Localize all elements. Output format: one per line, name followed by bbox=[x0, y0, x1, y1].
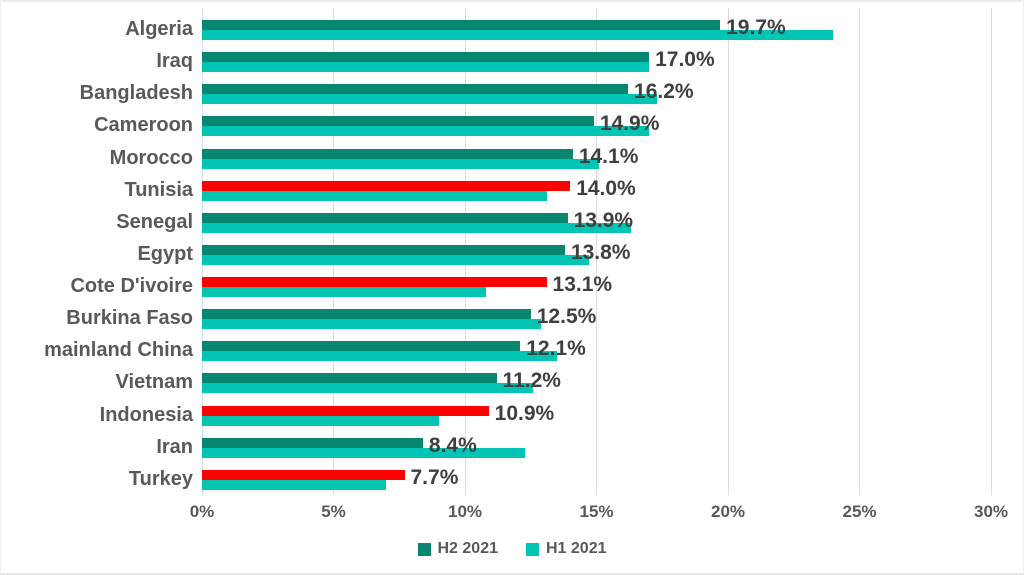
bar-h2-2021-indonesia bbox=[202, 405, 489, 416]
bar-h1-2021-bangladesh bbox=[202, 94, 657, 105]
gridline-20pct bbox=[727, 8, 729, 495]
bar-h2-2021-cameroon bbox=[202, 116, 594, 127]
bar-h1-2021-vietnam bbox=[202, 383, 534, 394]
legend-swatch-h2-2021 bbox=[417, 542, 431, 556]
category-label-mainland-china: mainland China bbox=[44, 339, 193, 362]
data-label-algeria: 19.7% bbox=[726, 16, 786, 39]
x-axis-tick-label-30pct: 30% bbox=[973, 502, 1009, 521]
legend-label-h2-2021: H2 2021 bbox=[437, 540, 499, 557]
bar-h2-2021-algeria bbox=[202, 20, 721, 30]
bar-h2-2021-cote-d-ivoire bbox=[202, 277, 547, 288]
bar-h2-2021-burkina-faso bbox=[202, 309, 531, 320]
category-label-iran: Iran bbox=[156, 435, 193, 458]
category-label-senegal: Senegal bbox=[116, 210, 193, 233]
data-label-tunisia: 14.0% bbox=[576, 176, 636, 200]
bar-h1-2021-mainland-china bbox=[202, 351, 558, 362]
data-label-cameroon: 14.9% bbox=[599, 112, 660, 136]
category-label-tunisia: Tunisia bbox=[124, 178, 193, 201]
bar-h2-2021-tunisia bbox=[202, 180, 571, 191]
data-label-iraq: 17.0% bbox=[655, 48, 715, 72]
bar-h1-2021-morocco bbox=[202, 158, 600, 169]
bar-h1-2021-algeria bbox=[202, 30, 834, 40]
data-label-cote-d-ivoire: 13.1% bbox=[552, 273, 613, 297]
category-label-morocco: Morocco bbox=[109, 146, 193, 169]
bar-h1-2021-burkina-faso bbox=[202, 319, 542, 330]
data-label-indonesia: 10.9% bbox=[494, 401, 555, 425]
bar-h2-2021-bangladesh bbox=[202, 84, 629, 95]
data-label-mainland-china: 12.1% bbox=[526, 337, 586, 361]
x-axis-tick-label-5pct: 5% bbox=[321, 502, 346, 521]
bar-h2-2021-egypt bbox=[202, 244, 565, 255]
legend: H2 2021 H1 2021 bbox=[0, 541, 1024, 557]
category-label-burkina-faso: Burkina Faso bbox=[66, 307, 193, 330]
bar-h1-2021-turkey bbox=[202, 479, 387, 490]
bar-h1-2021-cote-d-ivoire bbox=[202, 287, 487, 298]
x-axis-tick-label-0pct: 0% bbox=[189, 502, 215, 521]
bar-h1-2021-tunisia bbox=[202, 190, 547, 201]
x-axis-tick-label-25pct: 25% bbox=[842, 502, 877, 521]
bar-h2-2021-morocco bbox=[202, 148, 573, 159]
category-label-egypt: Egypt bbox=[137, 242, 193, 265]
legend-swatch-h1-2021 bbox=[526, 542, 539, 556]
legend-label-h1-2021: H1 2021 bbox=[546, 540, 607, 557]
x-axis-tick-label-10pct: 10% bbox=[447, 502, 483, 521]
gridline-30pct bbox=[990, 8, 992, 495]
x-axis-tick-label-15pct: 15% bbox=[579, 502, 614, 521]
data-label-vietnam: 11.2% bbox=[502, 369, 561, 393]
bar-h2-2021-senegal bbox=[202, 212, 568, 223]
bar-h2-2021-iran bbox=[202, 437, 423, 448]
bar-h2-2021-vietnam bbox=[202, 373, 497, 384]
category-label-iraq: Iraq bbox=[156, 50, 193, 73]
x-axis-tick-label-20pct: 20% bbox=[710, 502, 746, 521]
bar-h1-2021-egypt bbox=[202, 254, 589, 265]
data-label-iran: 8.4% bbox=[428, 433, 477, 457]
bar-h1-2021-indonesia bbox=[202, 415, 439, 426]
category-label-turkey: Turkey bbox=[128, 467, 193, 490]
legend-item-h1-2021: H1 2021 bbox=[526, 541, 607, 557]
data-label-morocco: 14.1% bbox=[578, 144, 639, 168]
gridline-15pct bbox=[596, 8, 597, 495]
data-label-turkey: 7.7% bbox=[410, 465, 459, 489]
data-label-bangladesh: 16.2% bbox=[634, 80, 694, 104]
legend-item-h2-2021: H2 2021 bbox=[417, 540, 499, 557]
bar-h2-2021-iraq bbox=[202, 52, 650, 63]
data-label-senegal: 13.9% bbox=[573, 208, 634, 232]
data-label-burkina-faso: 12.5% bbox=[536, 305, 597, 329]
data-label-egypt: 13.8% bbox=[570, 240, 631, 264]
category-label-indonesia: Indonesia bbox=[99, 403, 193, 426]
category-label-cote-d-ivoire: Cote D'ivoire bbox=[70, 275, 193, 298]
category-label-cameroon: Cameroon bbox=[94, 114, 193, 137]
bar-h2-2021-turkey bbox=[202, 469, 405, 480]
category-label-bangladesh: Bangladesh bbox=[79, 82, 193, 105]
category-label-algeria: Algeria bbox=[125, 18, 193, 40]
gridline-25pct bbox=[859, 8, 860, 495]
bar-h1-2021-senegal bbox=[202, 222, 631, 233]
bar-h2-2021-mainland-china bbox=[202, 341, 521, 352]
category-label-vietnam: Vietnam bbox=[115, 371, 193, 394]
bar-h1-2021-cameroon bbox=[202, 126, 650, 137]
bar-h1-2021-iran bbox=[202, 447, 526, 458]
bar-h1-2021-iraq bbox=[202, 62, 650, 73]
